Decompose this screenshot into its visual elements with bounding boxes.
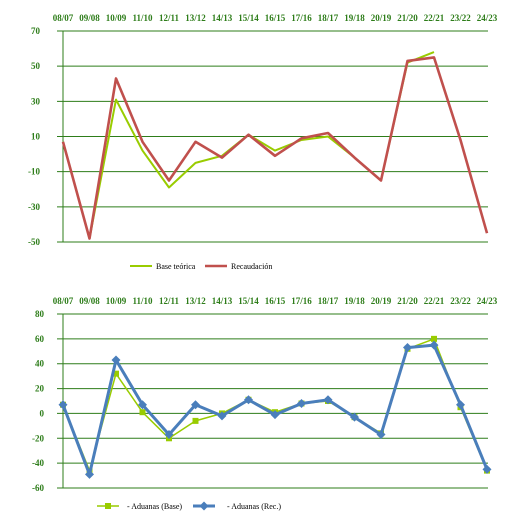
legend-label: - Aduanas (Rec.) (227, 502, 281, 511)
category-label: 19/18 (344, 13, 365, 23)
data-point (244, 395, 253, 405)
data-point (376, 430, 386, 440)
data-point (350, 412, 359, 422)
category-label: 10/09 (106, 13, 127, 23)
category-label: 18/17 (318, 296, 339, 306)
legend-label: - Aduanas (Base) (127, 502, 182, 511)
y-tick-label: -10 (28, 167, 40, 177)
category-label: 21/20 (397, 296, 418, 306)
category-label: 17/16 (291, 296, 312, 306)
data-point (139, 409, 146, 416)
data-point (403, 343, 412, 353)
y-tick-label: 70 (31, 26, 41, 36)
category-label: 20/19 (371, 13, 392, 23)
y-tick-label: 20 (35, 384, 45, 394)
data-point (217, 411, 227, 421)
y-tick-label: -60 (32, 483, 44, 493)
chart-2: 80 60 40 20 0 -20 -40 -60 08/07 09/08 10/09 11/10 12… (32, 296, 498, 511)
category-label: 19/18 (344, 296, 365, 306)
y-tick-label: -20 (32, 433, 44, 443)
category-label: 17/16 (291, 13, 312, 23)
series-1 (62, 51, 435, 240)
y-tick-label: -30 (28, 202, 40, 212)
series-line (62, 338, 488, 472)
y-tick-label: 60 (35, 334, 45, 344)
series-1 (60, 335, 490, 474)
y-tick-label: 10 (31, 132, 41, 142)
data-point (192, 417, 199, 424)
category-label: 13/12 (185, 13, 206, 23)
legend-marker (105, 503, 111, 509)
y-tick-label: 0 (40, 408, 45, 418)
data-point (429, 340, 439, 350)
legend-entry: - Aduanas (Base) (97, 502, 182, 511)
chart-1: 70 50 30 10 -10 -30 -50 08/07 09/08 10/09 11/10 12/… (28, 13, 498, 271)
category-label: 23/22 (450, 296, 471, 306)
data-point (270, 410, 280, 420)
category-label: 08/07 (53, 296, 74, 306)
category-label: 22/21 (424, 296, 445, 306)
category-label: 12/11 (159, 296, 180, 306)
y-tick-label: 50 (31, 61, 41, 71)
category-label: 24/23 (477, 13, 498, 23)
category-label: 08/07 (53, 13, 74, 23)
category-label: 15/14 (238, 296, 259, 306)
data-point (297, 398, 306, 408)
legend-label: Recaudación (231, 262, 272, 271)
category-label: 14/13 (212, 296, 233, 306)
data-point (138, 400, 147, 410)
category-label: 13/12 (185, 296, 206, 306)
y-tick-label: 40 (35, 359, 45, 369)
category-label: 23/22 (450, 13, 471, 23)
y-tick-label: -40 (32, 458, 44, 468)
legend-marker (199, 501, 209, 511)
category-label: 22/21 (424, 13, 445, 23)
legend-entry: Base teórica (130, 262, 196, 271)
legend-entry: Recaudación (205, 262, 272, 271)
data-point (191, 400, 200, 410)
y-tick-label: 80 (35, 309, 45, 319)
category-label: 14/13 (212, 13, 233, 23)
y-tick-label: -50 (28, 237, 40, 247)
category-label: 18/17 (318, 13, 339, 23)
y-tick-label: 30 (31, 96, 41, 106)
category-label: 09/08 (79, 296, 100, 306)
legend-entry: - Aduanas (Rec.) (193, 501, 281, 511)
category-label: 16/15 (265, 13, 286, 23)
category-label: 12/11 (159, 13, 180, 23)
series-line (61, 56, 489, 240)
data-point (85, 469, 94, 479)
category-label: 11/10 (132, 13, 153, 23)
category-label: 11/10 (132, 296, 153, 306)
category-label: 21/20 (397, 13, 418, 23)
legend-label: Base teórica (156, 262, 196, 271)
category-label: 20/19 (371, 296, 392, 306)
category-label: 24/23 (477, 296, 498, 306)
category-label: 09/08 (79, 13, 100, 23)
series-2 (58, 340, 492, 479)
data-point (456, 400, 465, 410)
category-label: 10/09 (106, 296, 127, 306)
data-point (164, 430, 174, 440)
data-point (323, 395, 333, 405)
data-point (431, 335, 437, 342)
data-point (111, 355, 121, 365)
series-line (62, 51, 435, 240)
data-point (113, 370, 119, 377)
data-point (58, 400, 68, 410)
data-point (482, 464, 492, 474)
series-2 (61, 56, 489, 240)
category-label: 15/14 (238, 13, 259, 23)
category-label: 16/15 (265, 296, 286, 306)
